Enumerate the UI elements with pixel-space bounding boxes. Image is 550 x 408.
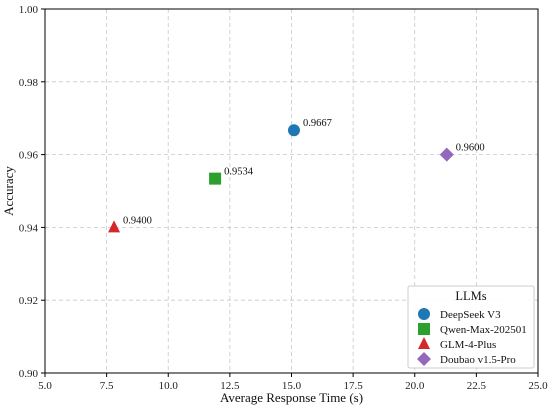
y-tick-label: 0.90: [19, 368, 39, 380]
data-point-square: [209, 172, 222, 185]
y-tick-label: 0.94: [19, 222, 39, 234]
legend-marker-triangle: [418, 337, 430, 349]
data-label: 0.9534: [224, 167, 254, 178]
x-tick-label: 5.0: [38, 380, 52, 392]
axis-ticks: 5.0 7.5 10.0 12.5 15.0 17.5 20.0 22.5 25.0 0.90 0.…: [19, 4, 548, 392]
legend-box: [407, 285, 535, 369]
x-tick-label: 17.5: [344, 380, 364, 392]
legend-title: LLMs: [455, 289, 486, 303]
y-tick-label: 1.00: [19, 4, 39, 16]
legend-label: Qwen-Max-202501: [440, 324, 527, 336]
legend-marker-square: [418, 323, 430, 335]
x-tick-label: 10.0: [159, 380, 179, 392]
y-axis-label: Accuracy: [1, 166, 16, 216]
legend-label: Doubao v1.5-Pro: [440, 354, 516, 366]
data-label: 0.9600: [456, 143, 485, 154]
data-point-diamond: [439, 147, 454, 162]
x-tick-label: 20.0: [405, 380, 425, 392]
data-points: 0.9667 0.9534 0.9400 0.9600: [108, 118, 485, 233]
legend-items: DeepSeek V3 Qwen-Max-202501 GLM-4-Plus Doub…: [417, 308, 527, 366]
x-tick-label: 12.5: [220, 380, 240, 392]
y-tick-label: 0.92: [19, 295, 38, 307]
data-point-circle: [287, 124, 300, 137]
legend: LLMs DeepSeek V3 Qwen-Max-202501 GLM-4-Plu…: [407, 285, 535, 369]
legend-label: GLM-4-Plus: [440, 339, 496, 351]
legend-marker-diamond: [417, 352, 431, 366]
data-point-triangle: [108, 220, 121, 233]
y-tick-label: 0.98: [19, 77, 39, 89]
data-label: 0.9667: [303, 118, 332, 129]
x-axis-label: Average Response Time (s): [220, 390, 363, 405]
x-tick-label: 25.0: [528, 380, 548, 392]
data-label: 0.9400: [123, 215, 152, 226]
x-tick-label: 7.5: [100, 380, 114, 392]
x-tick-label: 22.5: [467, 380, 487, 392]
x-tick-label: 15.0: [282, 380, 302, 392]
legend-marker-circle: [418, 308, 430, 320]
y-tick-label: 0.96: [19, 150, 39, 162]
legend-label: DeepSeek V3: [440, 309, 501, 321]
